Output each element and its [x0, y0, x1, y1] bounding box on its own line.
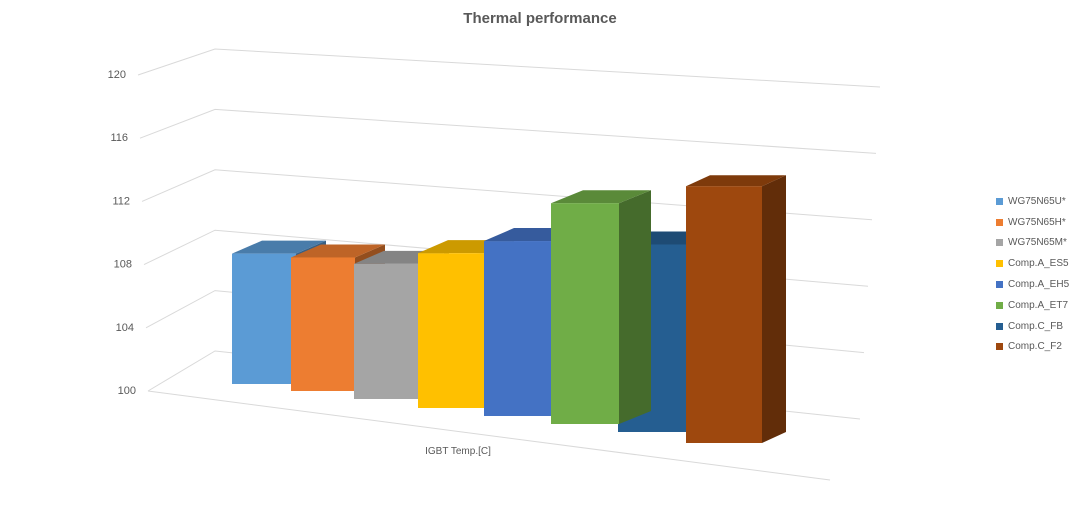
bar-front — [418, 253, 484, 408]
legend-item: Comp.A_ES5 — [996, 253, 1069, 274]
bar-front — [686, 186, 762, 443]
bar-top — [232, 240, 326, 254]
legend-item: WG75N65H* — [996, 212, 1069, 233]
bar-top — [686, 175, 786, 187]
bar-Comp.C_F2 — [686, 175, 786, 443]
legend-swatch — [996, 343, 1003, 351]
chart-legend: WG75N65U* WG75N65H* WG75N65M* Comp.A_ES5 Com… — [996, 191, 1069, 357]
y-tick-label: 104 — [116, 322, 134, 334]
legend-swatch — [996, 281, 1003, 289]
legend-label: Comp.A_ES5 — [1008, 258, 1069, 270]
legend-swatch — [996, 260, 1003, 268]
legend-swatch — [996, 239, 1003, 247]
legend-item: Comp.C_F2 — [996, 337, 1069, 358]
bar-side — [619, 190, 651, 424]
gridline — [141, 169, 873, 221]
legend-item: WG75N65M* — [996, 233, 1069, 254]
bar-side — [762, 175, 786, 443]
chart-title: Thermal performance — [463, 10, 617, 27]
x-category-label: IGBT Temp.[C] — [425, 446, 491, 457]
legend-item: Comp.A_EH5 — [996, 274, 1069, 295]
legend-label: Comp.A_ET7 — [1008, 299, 1069, 311]
legend-item: Comp.A_ET7 — [996, 295, 1069, 316]
bar-front — [551, 203, 619, 424]
legend-label: WG75N65M* — [1008, 237, 1067, 249]
legend-item: WG75N65U* — [996, 191, 1069, 212]
legend-swatch — [996, 301, 1003, 309]
bar-WG75N65U* — [232, 240, 326, 384]
y-tick-label: 108 — [114, 259, 132, 271]
floor-front-edge — [147, 390, 831, 481]
gridline — [137, 48, 881, 88]
bar-front — [232, 253, 296, 384]
bar-Comp.A_ET7 — [551, 190, 651, 424]
bar-front — [291, 257, 355, 391]
legend-swatch — [996, 322, 1003, 330]
y-tick-label: 100 — [118, 385, 136, 397]
gridline — [139, 108, 877, 154]
bar-front — [484, 241, 551, 416]
legend-label: Comp.C_F2 — [1008, 341, 1062, 353]
legend-label: WG75N65H* — [1008, 216, 1066, 228]
y-tick-label: 120 — [108, 69, 126, 81]
legend-swatch — [996, 218, 1003, 226]
bar-top — [291, 244, 385, 258]
y-tick-label: 116 — [110, 132, 128, 144]
y-tick-label: 112 — [112, 195, 130, 207]
bar-top — [551, 190, 651, 204]
legend-swatch — [996, 197, 1003, 205]
legend-label: WG75N65U* — [1008, 195, 1066, 207]
legend-label: Comp.A_EH5 — [1008, 279, 1070, 291]
legend-item: Comp.C_FB — [996, 316, 1069, 337]
legend-label: Comp.C_FB — [1008, 320, 1064, 332]
bar-front — [354, 263, 419, 399]
